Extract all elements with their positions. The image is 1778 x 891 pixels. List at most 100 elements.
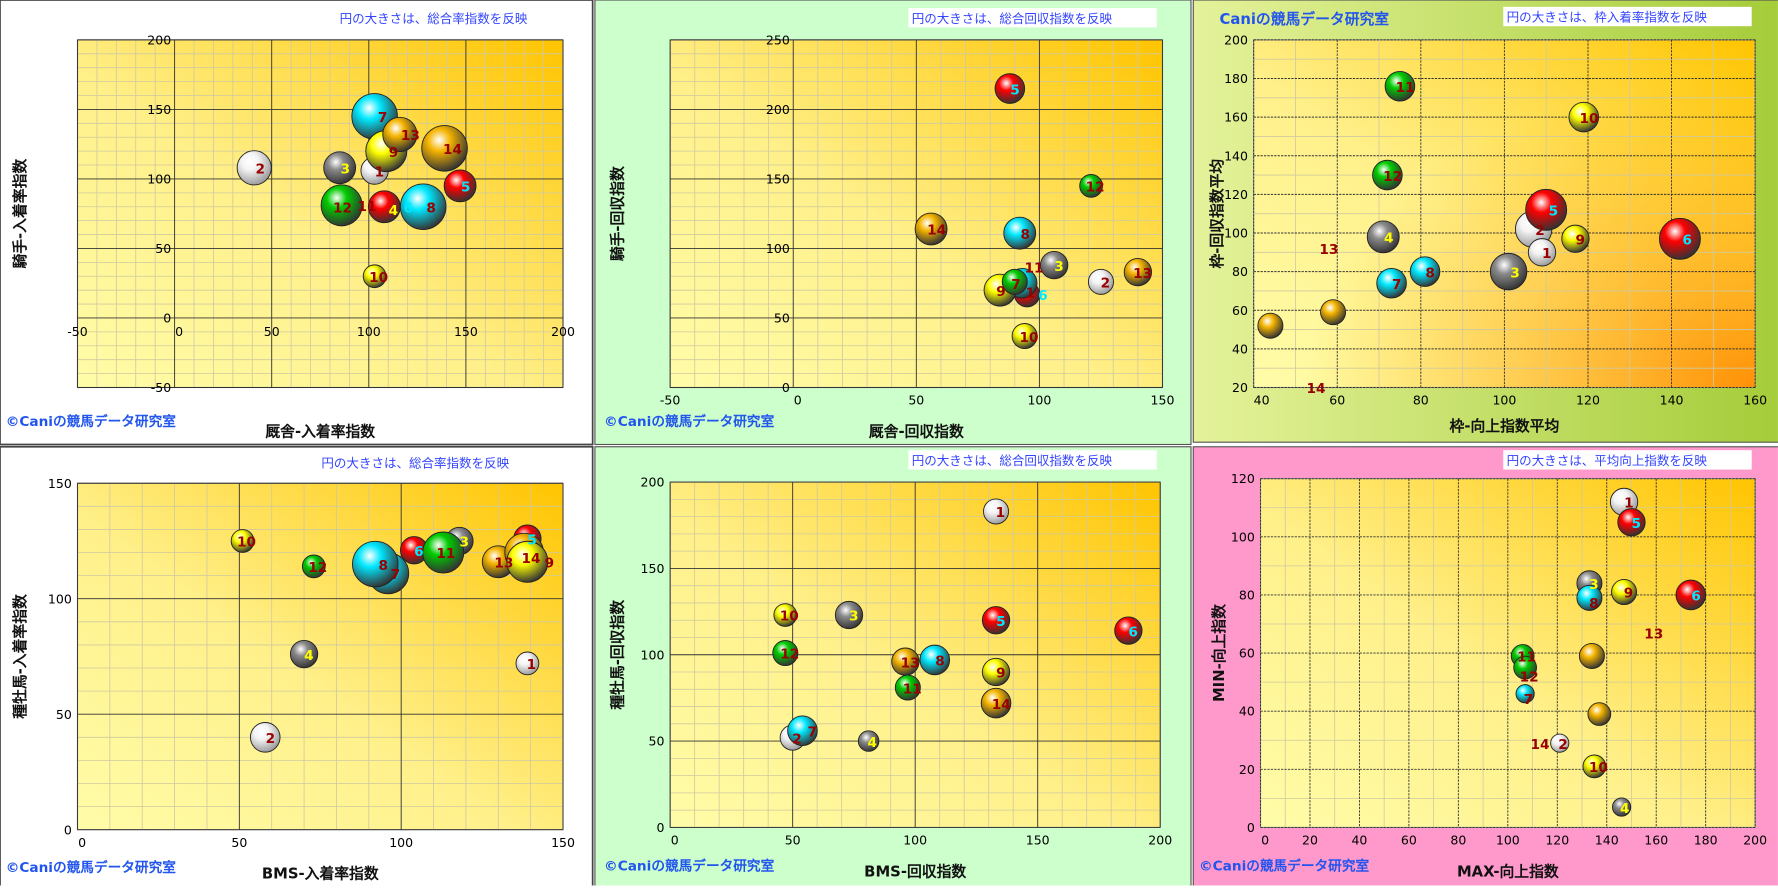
y-tick-label: 100: [641, 647, 665, 662]
bubble-horse-9[interactable]: [506, 540, 549, 583]
bubble-label-2: 2: [1535, 223, 1545, 239]
bubble-horse-2[interactable]: [236, 150, 272, 186]
bubble-label-12: 12: [308, 560, 327, 576]
y-tick-label: 150: [48, 476, 72, 491]
x-axis-title: 厩舎-回収指数: [869, 423, 964, 441]
bubble-size-note: 円の大きさは、総合率指数を反映: [340, 11, 528, 26]
bubble-horse-8[interactable]: [352, 540, 399, 588]
bubble-horse-11[interactable]: [422, 531, 465, 574]
y-tick-label: 0: [782, 380, 790, 395]
bubble-horse-10[interactable]: [773, 603, 798, 627]
bubble-horse-5[interactable]: [1617, 508, 1646, 537]
bubble-horse-5[interactable]: [443, 169, 477, 203]
bubble-horse-4[interactable]: [1366, 220, 1400, 254]
bubble-horse-7[interactable]: [1376, 267, 1407, 299]
x-tick-label: 80: [1413, 393, 1429, 408]
bubble-horse-5[interactable]: [994, 73, 1026, 104]
bubble-horse-8[interactable]: [1003, 216, 1037, 250]
bubble-horse-1[interactable]: [983, 498, 1010, 525]
bubble-horse-9[interactable]: [1611, 579, 1638, 606]
bubble-label-2: 2: [255, 162, 265, 178]
bubble-horse-1[interactable]: [1527, 238, 1557, 267]
bubbles: 10 12 4 2 3 678 11 5 13 14 9 1: [230, 524, 554, 753]
x-tick-label: 160: [1644, 833, 1668, 848]
copyright-label: ©Caniの競馬データ研究室: [604, 858, 775, 875]
copyright-label: ©Caniの競馬データ研究室: [6, 413, 177, 430]
bubble-horse-3[interactable]: [1040, 251, 1069, 280]
bubble-horse-5[interactable]: [1525, 188, 1568, 231]
bubble-horse-8[interactable]: [1409, 256, 1441, 287]
bubble-horse-13[interactable]: [382, 116, 418, 152]
x-tick-label: 40: [1254, 393, 1270, 408]
bubble-horse-3[interactable]: [323, 151, 357, 185]
bubble-horse-11[interactable]: [1001, 268, 1028, 295]
bubble-horse-10[interactable]: [1568, 101, 1600, 133]
bubble-horse-1[interactable]: [515, 651, 540, 676]
bubble-label-11: 11: [1024, 261, 1043, 277]
bubble-horse-14[interactable]: [1587, 702, 1612, 726]
bubble-horse-13[interactable]: [1257, 312, 1284, 339]
bubble-horse-13[interactable]: [1123, 257, 1153, 287]
bubble-horse-8[interactable]: [399, 183, 447, 230]
y-tick-label: 0: [1247, 820, 1255, 835]
x-tick-label: 200: [1743, 833, 1767, 848]
bubble-horse-7[interactable]: [787, 715, 818, 747]
bubble-label-7: 7: [807, 724, 817, 740]
bubble-horse-9[interactable]: [981, 657, 1011, 687]
x-axis-title: MAX-向上指数: [1457, 862, 1559, 880]
bubble-horse-10[interactable]: [362, 264, 387, 289]
copyright-label: ©Caniの競馬データ研究室: [1199, 858, 1370, 875]
y-tick-label: 180: [1224, 71, 1248, 86]
bubble-horse-6[interactable]: [1675, 579, 1707, 611]
bubbles: 5 14 8 12 3 2 13 1 6 79 11 10: [914, 73, 1153, 350]
bubble-horse-6[interactable]: [1114, 616, 1143, 645]
y-axis-title: 枠-回収指数平均: [1208, 159, 1226, 269]
bubble-horse-6[interactable]: [1658, 217, 1701, 260]
bubble-horse-3[interactable]: [834, 600, 864, 630]
x-tick-label: 40: [1351, 833, 1367, 848]
x-tick-label: 50: [785, 833, 801, 848]
bubble-label-6: 6: [1691, 589, 1701, 605]
bubble-horse-7[interactable]: [1515, 684, 1535, 704]
bubble-horse-13[interactable]: [1578, 642, 1605, 669]
y-tick-label: 100: [1231, 529, 1255, 544]
bubble-horse-12[interactable]: [772, 640, 799, 667]
bubble-label-6: 6: [403, 200, 413, 216]
bubble-horse-9[interactable]: [1561, 224, 1590, 253]
bubble-label-12: 12: [1520, 669, 1539, 685]
bubble-horse-5[interactable]: [981, 606, 1011, 635]
bubble-horse-12[interactable]: [1513, 655, 1537, 680]
bubble-label-8: 8: [379, 558, 389, 574]
bubble-horse-14[interactable]: [421, 125, 468, 172]
bubble-horse-10[interactable]: [1582, 754, 1607, 779]
bubble-label-1: 1: [375, 164, 385, 180]
bubble-horse-8[interactable]: [1576, 584, 1603, 611]
bubble-label-12: 12: [1383, 169, 1402, 185]
bubble-horse-11[interactable]: [1384, 70, 1416, 102]
bubble-horse-12[interactable]: [1372, 159, 1403, 191]
bubble-horse-4[interactable]: [857, 730, 880, 752]
bubble-horse-12[interactable]: [301, 554, 326, 579]
bubble-label-4: 4: [304, 648, 314, 664]
bubble-horse-3[interactable]: [1489, 252, 1528, 291]
bubble-horse-10[interactable]: [230, 529, 255, 553]
x-tick-label: 140: [1595, 833, 1619, 848]
bubble-label-1: 1: [1624, 496, 1634, 512]
bubble-horse-12[interactable]: [1079, 174, 1103, 198]
bubble-horse-14[interactable]: [1320, 299, 1347, 326]
bubble-horse-11[interactable]: [894, 674, 921, 701]
bubble-horse-10[interactable]: [1011, 323, 1038, 350]
gridlines: [1260, 478, 1756, 828]
bubble-horse-4[interactable]: [289, 640, 319, 669]
bubble-horse-14[interactable]: [980, 687, 1012, 719]
bubble-horse-4[interactable]: [1612, 797, 1632, 817]
plot-area: [76, 482, 564, 831]
bubbles: 1 10 3 5 6 12 13 8 9 11 14 2 7 4: [772, 498, 1143, 752]
bubble-horse-2[interactable]: [249, 722, 281, 753]
bubble-horse-2[interactable]: [1550, 733, 1570, 753]
x-tick-label: 0: [1261, 833, 1269, 848]
bubble-horse-2[interactable]: [1087, 268, 1114, 295]
bubble-horse-8[interactable]: [919, 644, 951, 676]
bubble-horse-14[interactable]: [914, 212, 948, 246]
bubble-horse-11[interactable]: [320, 184, 363, 227]
